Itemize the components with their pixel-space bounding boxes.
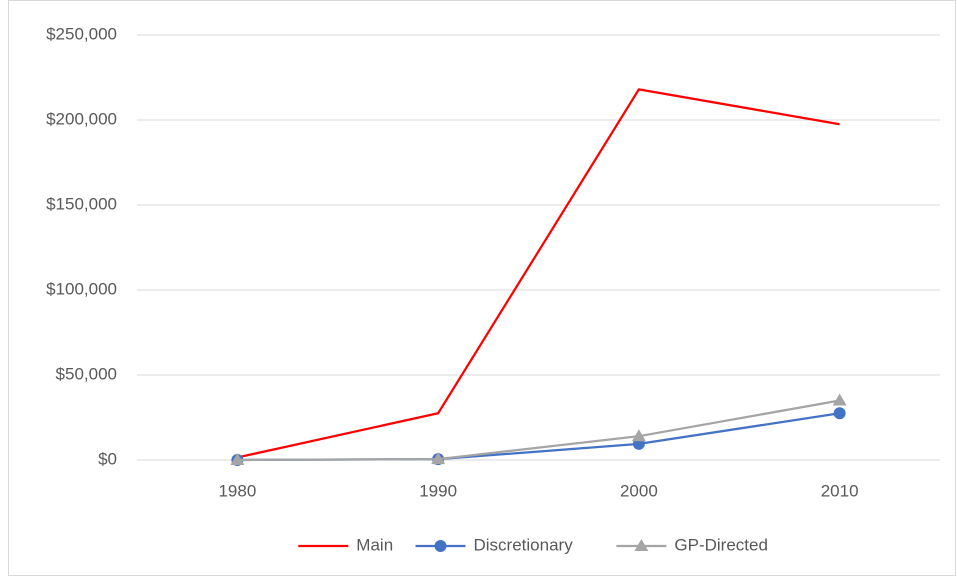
series-line [237, 399, 840, 462]
data-point [230, 453, 245, 465]
data-point [832, 393, 847, 406]
x-tick-label: 1990 [419, 481, 457, 500]
series-line [237, 88, 840, 459]
legend-label: GP-Directed [674, 535, 768, 554]
data-point [431, 452, 446, 465]
x-tick-label: 2000 [620, 481, 658, 500]
y-tick-label: $200,000 [46, 109, 117, 128]
chart-frame [8, 0, 956, 576]
legend-marker [434, 540, 447, 552]
legend-label: Main [356, 535, 393, 554]
x-tick-label: 2010 [821, 481, 859, 500]
y-tick-label: $250,000 [46, 24, 117, 43]
data-point [833, 407, 846, 420]
legend-label: Discretionary [474, 535, 574, 554]
x-tick-label: 1980 [218, 481, 256, 500]
y-tick-label: $100,000 [46, 279, 117, 298]
data-point [631, 429, 646, 442]
legend-marker [634, 539, 649, 551]
y-tick-label: $50,000 [56, 364, 117, 383]
y-tick-label: $150,000 [46, 194, 117, 213]
y-tick-label: $0 [98, 449, 117, 468]
